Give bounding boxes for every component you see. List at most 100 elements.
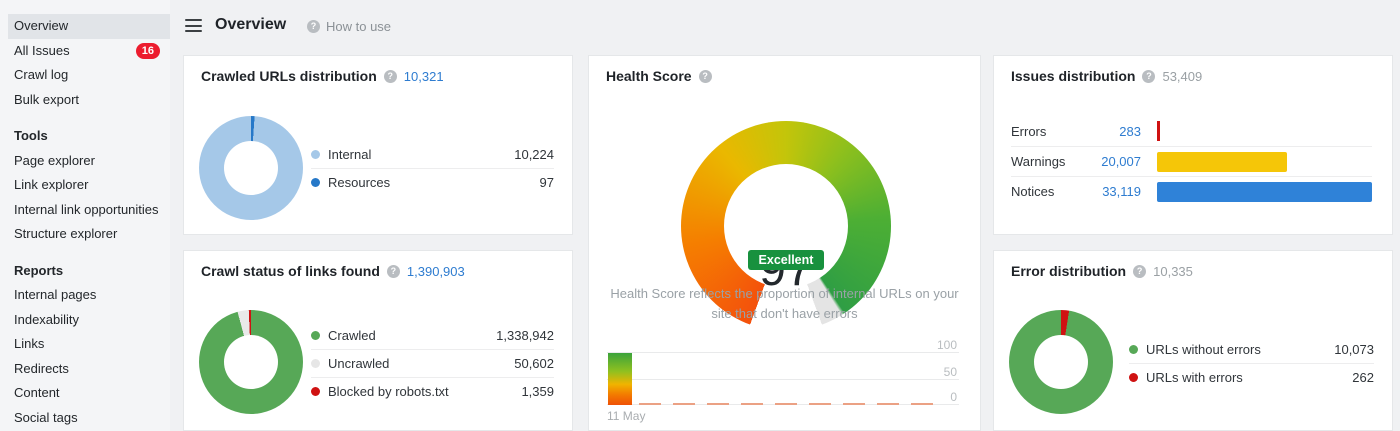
health-score-gauge-chart [681, 121, 891, 331]
legend-row-urls-with-errors[interactable]: URLs with errors 262 [1129, 363, 1374, 391]
card-title: Issues distribution [1011, 68, 1136, 84]
sidebar-item-all-issues[interactable]: All Issues 16 [0, 39, 170, 64]
help-icon[interactable] [386, 264, 400, 278]
error-distribution-card: Error distribution 10,335 URLs without e… [993, 250, 1393, 431]
sidebar-item-indexability[interactable]: Indexability [14, 311, 80, 327]
health-score-history-chart[interactable]: 100 50 0 [607, 338, 959, 405]
error-distribution-total: 10,335 [1153, 263, 1193, 279]
health-score-rating-badge: Excellent [747, 250, 825, 270]
card-title: Error distribution [1011, 263, 1127, 279]
y-tick-50: 50 [943, 365, 957, 379]
gridline-50 [607, 379, 959, 380]
sidebar-item-label: All Issues [14, 42, 70, 58]
issues-distribution-card: Issues distribution 53,409 Errors 283 Wa… [993, 55, 1393, 235]
issues-row-notices: Notices 33,119 [1011, 176, 1372, 206]
history-date-label: 11 May [607, 409, 646, 423]
sidebar-section-tools: Tools [14, 128, 48, 143]
sidebar-item-crawl-log[interactable]: Crawl log [14, 67, 69, 82]
legend-label: URLs with errors [1146, 370, 1243, 385]
page-title: Overview [215, 16, 287, 33]
health-score-card: Health Score 97 Excellent Health Score r… [588, 55, 981, 431]
issues-table: Errors 283 Warnings 20,007 Notices 33,11… [1011, 116, 1372, 206]
sidebar-item-internal-pages[interactable]: Internal pages [14, 287, 97, 302]
help-icon[interactable] [1142, 69, 1156, 83]
y-tick-0: 0 [950, 390, 957, 404]
legend-label: Internal [328, 146, 372, 162]
help-icon[interactable] [383, 69, 397, 83]
sidebar-item-internal-link-opportunities[interactable]: Internal link opportunities [14, 201, 159, 217]
legend-value: 50,602 [514, 356, 554, 371]
crawled-dot-icon [311, 330, 320, 340]
how-to-use-label: How to use [326, 19, 392, 34]
sidebar-item-redirects[interactable]: Redirects [14, 360, 69, 376]
legend-value: 10,224 [514, 146, 554, 162]
crawled-urls-total-link[interactable]: 10,321 [403, 68, 444, 84]
sidebar-item-overview[interactable]: Overview [8, 14, 170, 39]
card-title: Crawl status of links found [201, 263, 380, 279]
warnings-bar[interactable] [1157, 151, 1287, 172]
error-distribution-donut-chart[interactable] [1009, 310, 1113, 414]
card-title: Health Score [606, 68, 692, 84]
legend-value: 97 [539, 175, 554, 190]
menu-toggle-icon[interactable] [185, 19, 202, 32]
crawled-urls-card: Crawled URLs distribution 10,321 Interna… [183, 55, 573, 235]
issues-total: 53,409 [1162, 68, 1203, 84]
uncrawled-dot-icon [311, 359, 320, 368]
notices-count-link[interactable]: 33,119 [1102, 184, 1141, 199]
sidebar-item-structure-explorer[interactable]: Structure explorer [14, 226, 118, 241]
legend-label: Blocked by robots.txt [328, 384, 449, 399]
history-baseline-dashes [639, 403, 945, 405]
row-label: Warnings [1011, 154, 1066, 169]
legend-label: Uncrawled [328, 356, 390, 371]
how-to-use-link[interactable]: How to use [307, 19, 391, 34]
row-label: Errors [1011, 123, 1047, 139]
crawl-status-total-link[interactable]: 1,390,903 [406, 263, 465, 279]
sidebar: Overview All Issues 16 Crawl log Bulk ex… [0, 0, 170, 431]
row-label: Notices [1011, 184, 1055, 199]
help-icon[interactable] [698, 69, 712, 83]
blocked-dot-icon [311, 387, 320, 396]
legend-row-internal[interactable]: Internal 10,224 [311, 140, 554, 168]
help-icon [307, 20, 320, 33]
y-tick-100: 100 [936, 338, 957, 352]
resources-dot-icon [311, 178, 320, 187]
sidebar-item-page-explorer[interactable]: Page explorer [14, 152, 95, 168]
errors-bar[interactable] [1157, 121, 1160, 141]
legend-row-urls-without-errors[interactable]: URLs without errors 10,073 [1129, 335, 1374, 363]
help-icon[interactable] [1133, 264, 1147, 278]
issues-row-warnings: Warnings 20,007 [1011, 146, 1372, 176]
crawl-status-donut-chart[interactable] [199, 310, 303, 414]
health-score-description: Health Score reflects the proportion of … [610, 286, 959, 321]
crawl-status-card: Crawl status of links found 1,390,903 Cr… [183, 250, 573, 431]
sidebar-item-bulk-export[interactable]: Bulk export [14, 91, 80, 107]
internal-dot-icon [311, 149, 320, 159]
legend-value: 262 [1352, 370, 1374, 385]
history-score-bar[interactable] [608, 353, 632, 405]
legend-label: Resources [328, 175, 391, 190]
sidebar-item-social-tags[interactable]: Social tags [14, 409, 78, 425]
with-errors-dot-icon [1129, 373, 1138, 382]
sidebar-item-links[interactable]: Links [14, 336, 45, 351]
legend-value: 1,338,942 [496, 327, 554, 343]
legend-row-blocked[interactable]: Blocked by robots.txt 1,359 [311, 377, 554, 405]
errors-count-link[interactable]: 283 [1119, 123, 1141, 139]
sidebar-item-link-explorer[interactable]: Link explorer [14, 177, 89, 192]
crawled-urls-legend: Internal 10,224 Resources 97 [311, 140, 554, 196]
gridline-100 [607, 352, 959, 353]
notices-bar[interactable] [1157, 181, 1372, 202]
card-title: Crawled URLs distribution [201, 68, 377, 84]
warnings-count-link[interactable]: 20,007 [1101, 154, 1141, 169]
legend-value: 10,073 [1334, 341, 1374, 357]
legend-row-uncrawled[interactable]: Uncrawled 50,602 [311, 349, 554, 377]
crawled-urls-donut-chart[interactable] [199, 116, 303, 220]
legend-label: URLs without errors [1146, 341, 1261, 357]
issues-count-badge: 16 [135, 42, 160, 59]
legend-label: Crawled [328, 327, 376, 343]
legend-row-crawled[interactable]: Crawled 1,338,942 [311, 321, 554, 349]
sidebar-item-content[interactable]: Content [14, 385, 60, 400]
crawl-status-legend: Crawled 1,338,942 Uncrawled 50,602 Block… [311, 321, 554, 405]
legend-row-resources[interactable]: Resources 97 [311, 168, 554, 196]
sidebar-section-reports: Reports [14, 262, 64, 278]
without-errors-dot-icon [1129, 344, 1138, 354]
error-distribution-legend: URLs without errors 10,073 URLs with err… [1129, 335, 1374, 391]
